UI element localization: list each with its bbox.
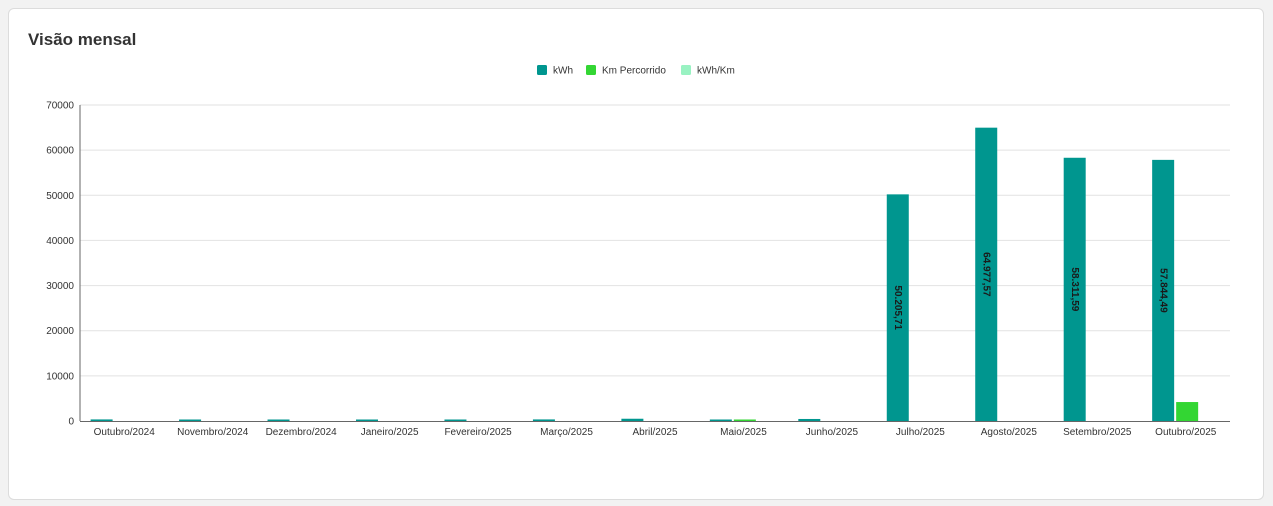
- chart-bars: 50.205,71 64.977,57 58.311,59 57.844,49: [90, 127, 1199, 422]
- bar-km-percorrido[interactable]: [1176, 402, 1199, 421]
- bar-kwh[interactable]: [1152, 159, 1175, 421]
- y-tick-label: 0: [68, 417, 74, 428]
- y-tick-label: 20000: [46, 326, 74, 337]
- monthly-overview-card: Visão mensal: [8, 8, 1264, 500]
- card-title: Visão mensal: [28, 30, 137, 49]
- y-tick-label: 10000: [46, 371, 74, 382]
- x-tick-label: Julho/2025: [896, 427, 945, 438]
- bar-km-percorrido[interactable]: [733, 419, 756, 422]
- x-tick-label: Fevereiro/2025: [444, 427, 512, 438]
- legend-item-kwh[interactable]: kWh: [537, 65, 573, 77]
- legend-label: kWh: [553, 66, 573, 77]
- x-tick-label: Agosto/2025: [981, 427, 1038, 438]
- x-tick-label: Dezembro/2024: [266, 427, 338, 438]
- x-tick-label: Março/2025: [540, 427, 593, 438]
- x-tick-label: Abril/2025: [632, 427, 677, 438]
- bar-kwh[interactable]: [267, 419, 290, 422]
- bar-kwh[interactable]: [621, 418, 644, 421]
- x-tick-label: Outubro/2024: [94, 427, 156, 438]
- bar-data-label: 50.205,71: [892, 285, 903, 330]
- x-tick-label: Janeiro/2025: [361, 427, 419, 438]
- bar-kwh[interactable]: [709, 419, 732, 422]
- legend-swatch: [681, 65, 691, 75]
- bar-kwh[interactable]: [444, 419, 467, 422]
- y-tick-label: 60000: [46, 146, 74, 157]
- legend-item-km-percorrido[interactable]: Km Percorrido: [586, 65, 666, 77]
- bar-kwh[interactable]: [1063, 157, 1086, 421]
- bar-data-label: 58.311,59: [1069, 267, 1080, 311]
- bar-kwh[interactable]: [886, 194, 909, 421]
- chart-legend[interactable]: kWh Km Percorrido kWh/Km: [537, 65, 735, 77]
- x-tick-label: Setembro/2025: [1063, 427, 1132, 438]
- y-tick-label: 70000: [46, 101, 74, 112]
- bar-kwh[interactable]: [179, 419, 202, 422]
- legend-label: Km Percorrido: [602, 66, 666, 77]
- bar-kwh[interactable]: [532, 419, 555, 421]
- bar-kwh[interactable]: [90, 419, 113, 421]
- bar-kwh[interactable]: [798, 418, 821, 421]
- legend-swatch: [537, 65, 547, 75]
- y-tick-label: 40000: [46, 236, 74, 247]
- x-tick-label: Outubro/2025: [1155, 427, 1217, 438]
- bar-data-label: 64.977,57: [981, 252, 992, 297]
- bar-kwh[interactable]: [356, 419, 378, 422]
- x-tick-label: Junho/2025: [806, 427, 859, 438]
- y-axis: 0 10000 20000 30000 40000 50000 60000 70000: [46, 101, 81, 428]
- legend-label: kWh/Km: [697, 66, 735, 77]
- y-tick-label: 30000: [46, 281, 74, 292]
- x-tick-label: Maio/2025: [720, 427, 767, 438]
- x-axis: Outubro/2024 Novembro/2024 Dezembro/2024 Ja…: [80, 421, 1230, 438]
- legend-swatch: [586, 65, 596, 75]
- chart-grid: [80, 104, 1230, 377]
- x-tick-label: Novembro/2024: [177, 427, 249, 438]
- legend-item-kwh-km[interactable]: kWh/Km: [681, 65, 735, 77]
- bar-data-label: 57.844,49: [1158, 268, 1169, 313]
- bar-kwh[interactable]: [975, 127, 998, 422]
- y-tick-label: 50000: [46, 191, 74, 202]
